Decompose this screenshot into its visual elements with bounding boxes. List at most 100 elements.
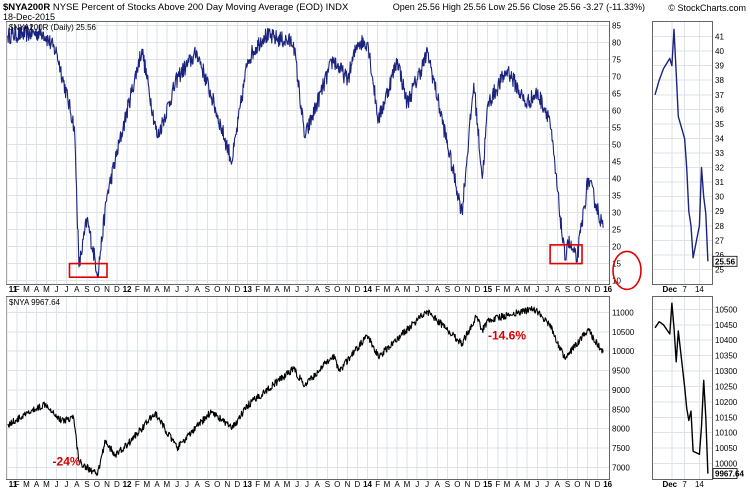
xtick-year: 12 (123, 285, 132, 294)
xtick-month: M (264, 480, 271, 489)
xtick-month: N (585, 480, 591, 489)
top-zoom-ytick: 25 (715, 265, 724, 274)
top-zoom-ytick: 26 (715, 251, 724, 260)
xtick-month: A (34, 480, 40, 489)
panel-top: 10 15 20 25 30 35 40 45 50 55 60 65 70 75 80 85 (6, 21, 642, 291)
header-symbol: $NYA200R (3, 2, 50, 13)
highlight-box-2015 (549, 244, 583, 265)
xtick-month: A (515, 480, 521, 489)
bottom-zoom-ytick: 10050 (715, 444, 738, 453)
xtick-month: D (114, 480, 120, 489)
xtick-month: A (274, 285, 280, 294)
panel-top-zoom: 25 26 27 28 29 30 31 32 33 34 35 36 37 38 39 40 41 25.56 D… (653, 22, 738, 294)
zoom-xtick: 7 (682, 480, 687, 489)
bottom-zoom-last-box (712, 468, 738, 479)
bottom-ytick: 9500 (612, 367, 630, 376)
xtick-month: M (23, 285, 30, 294)
xtick-month: J (545, 480, 549, 489)
bottom-zoom-ytick: 10000 (715, 460, 738, 469)
xtick-month: S (445, 285, 450, 294)
xtick-year: 15 (483, 480, 492, 489)
xtick-month: J (65, 480, 69, 489)
xtick-month: O (574, 480, 580, 489)
xtick-month: F (135, 480, 140, 489)
xtick-year: 11 (9, 480, 18, 489)
zoom-xtick: 14 (695, 480, 704, 489)
xtick-month: S (325, 480, 330, 489)
xtick-month: N (104, 480, 110, 489)
top-zoom-last-value: 25.56 (715, 257, 736, 266)
bottom-ytick: 7000 (612, 463, 630, 472)
xtick-month: M (504, 480, 511, 489)
top-ytick: 25 (612, 226, 621, 235)
bottom-ytick: 8000 (612, 425, 630, 434)
xtick-month: A (154, 285, 160, 294)
xtick-month: D (114, 285, 120, 294)
bottom-ytick: 8500 (612, 405, 630, 414)
top-ytick: 85 (612, 21, 621, 30)
quote-close-value: 25.56 (558, 2, 581, 12)
xtick-month: S (205, 285, 210, 294)
xtick-month: D (595, 285, 601, 294)
panel-bottom-zoom: 10000 10050 10100 10150 10200 10250 10300 10350… (653, 297, 744, 489)
xtick-month: F (495, 285, 500, 294)
xtick-year: 13 (243, 285, 252, 294)
xtick-month: M (284, 285, 291, 294)
bottom-zoom-ytick: 10400 (715, 336, 738, 345)
xtick-month: F (495, 480, 500, 489)
xtick-month: M (43, 480, 50, 489)
top-ytick: 40 (612, 175, 621, 184)
bottom-legend: $NYA 9967.64 (9, 298, 61, 307)
top-ytick: 35 (612, 192, 621, 201)
xtick-year: 12 (123, 480, 132, 489)
xtick-month: J (175, 285, 179, 294)
xtick-month: M (284, 480, 291, 489)
top-zoom-ytick: 29 (715, 207, 724, 216)
zoom-xtick: Dec (662, 480, 677, 489)
xtick-month: O (454, 285, 460, 294)
xtick-month: S (445, 480, 450, 489)
xtick-month: M (143, 285, 150, 294)
top-ytick: 10 (612, 277, 621, 286)
xtick-month: O (94, 285, 100, 294)
zoom-xtick: Dec (662, 285, 677, 294)
xtick-month: A (315, 285, 321, 294)
top-ytick: 15 (612, 260, 621, 269)
xtick-month: J (415, 285, 419, 294)
bottom-ytick: 10500 (612, 328, 635, 337)
xtick-month: D (475, 480, 481, 489)
xtick-month: D (475, 285, 481, 294)
top-ytick: 20 (612, 243, 621, 252)
top-zoom-ytick: 37 (715, 91, 724, 100)
top-zoom-ytick: 33 (715, 149, 724, 158)
xtick-month: A (274, 480, 280, 489)
quote-low-value: 25.56 (508, 2, 531, 12)
xtick-month: O (334, 480, 340, 489)
xtick-month: N (345, 480, 351, 489)
bottom-zoom-ytick: 10450 (715, 321, 738, 330)
xtick-month: F (375, 480, 380, 489)
xtick-month: A (194, 285, 200, 294)
xtick-month: J (55, 285, 59, 294)
top-zoom-ytick: 36 (715, 105, 724, 114)
xtick-month: F (135, 285, 140, 294)
bottom-zoom-ytick: 10250 (715, 382, 738, 391)
top-ytick: 80 (612, 38, 621, 47)
top-zoom-ytick: 27 (715, 236, 724, 245)
xtick-month: A (515, 285, 521, 294)
xtick-month: M (143, 480, 150, 489)
header-exchange: INDX (326, 2, 349, 13)
xtick-month: J (415, 480, 419, 489)
top-legend: $NYA200R (Daily) 25.56 (9, 23, 97, 32)
xtick-year: 14 (363, 285, 372, 294)
bottom-zoom-ytick: 10300 (715, 367, 738, 376)
bottom-zoom-ytick: 10200 (715, 398, 738, 407)
xtick-month: A (194, 480, 200, 489)
xtick-month: F (255, 285, 260, 294)
xtick-month: A (34, 285, 40, 294)
bottom-zoom-ytick: 10100 (715, 429, 738, 438)
bottom-zoom-ytick: 10350 (715, 352, 738, 361)
xtick-month: A (555, 285, 561, 294)
xtick-month: N (225, 480, 231, 489)
panel-bottom: 7000 7500 8000 8500 9000 9500 10000 10500 11000 -… (6, 297, 635, 479)
